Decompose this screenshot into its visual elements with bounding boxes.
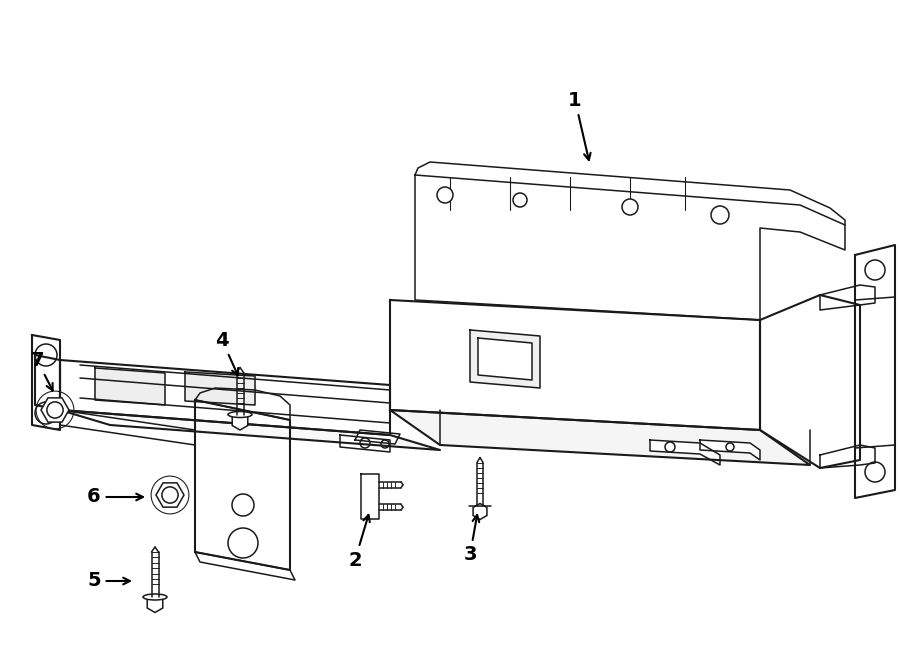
Polygon shape <box>340 435 390 452</box>
Text: 5: 5 <box>87 572 130 590</box>
Circle shape <box>437 187 453 203</box>
Circle shape <box>47 402 63 418</box>
Text: 6: 6 <box>87 488 143 506</box>
Polygon shape <box>820 285 875 310</box>
Polygon shape <box>95 368 165 405</box>
Polygon shape <box>760 295 860 468</box>
Polygon shape <box>650 440 720 465</box>
Polygon shape <box>855 245 895 498</box>
Polygon shape <box>700 440 760 460</box>
Polygon shape <box>820 445 875 468</box>
Polygon shape <box>60 410 440 450</box>
Polygon shape <box>390 410 810 465</box>
Circle shape <box>711 206 729 224</box>
Polygon shape <box>35 355 60 410</box>
Polygon shape <box>470 330 540 388</box>
Polygon shape <box>32 335 60 430</box>
Polygon shape <box>355 430 400 444</box>
Polygon shape <box>415 175 845 320</box>
Text: 4: 4 <box>215 330 238 375</box>
Polygon shape <box>195 400 290 570</box>
Polygon shape <box>195 388 290 420</box>
Text: 7: 7 <box>31 350 53 391</box>
Polygon shape <box>478 338 532 380</box>
Polygon shape <box>60 360 390 435</box>
Text: 3: 3 <box>464 515 479 564</box>
Ellipse shape <box>143 594 167 600</box>
Polygon shape <box>390 300 760 430</box>
Ellipse shape <box>228 412 252 418</box>
Circle shape <box>162 487 178 503</box>
Circle shape <box>622 199 638 215</box>
Polygon shape <box>185 372 255 405</box>
Circle shape <box>513 193 527 207</box>
Text: 2: 2 <box>348 515 370 570</box>
Polygon shape <box>60 410 195 445</box>
Polygon shape <box>195 552 295 580</box>
Text: 1: 1 <box>568 91 590 160</box>
Polygon shape <box>361 473 379 518</box>
